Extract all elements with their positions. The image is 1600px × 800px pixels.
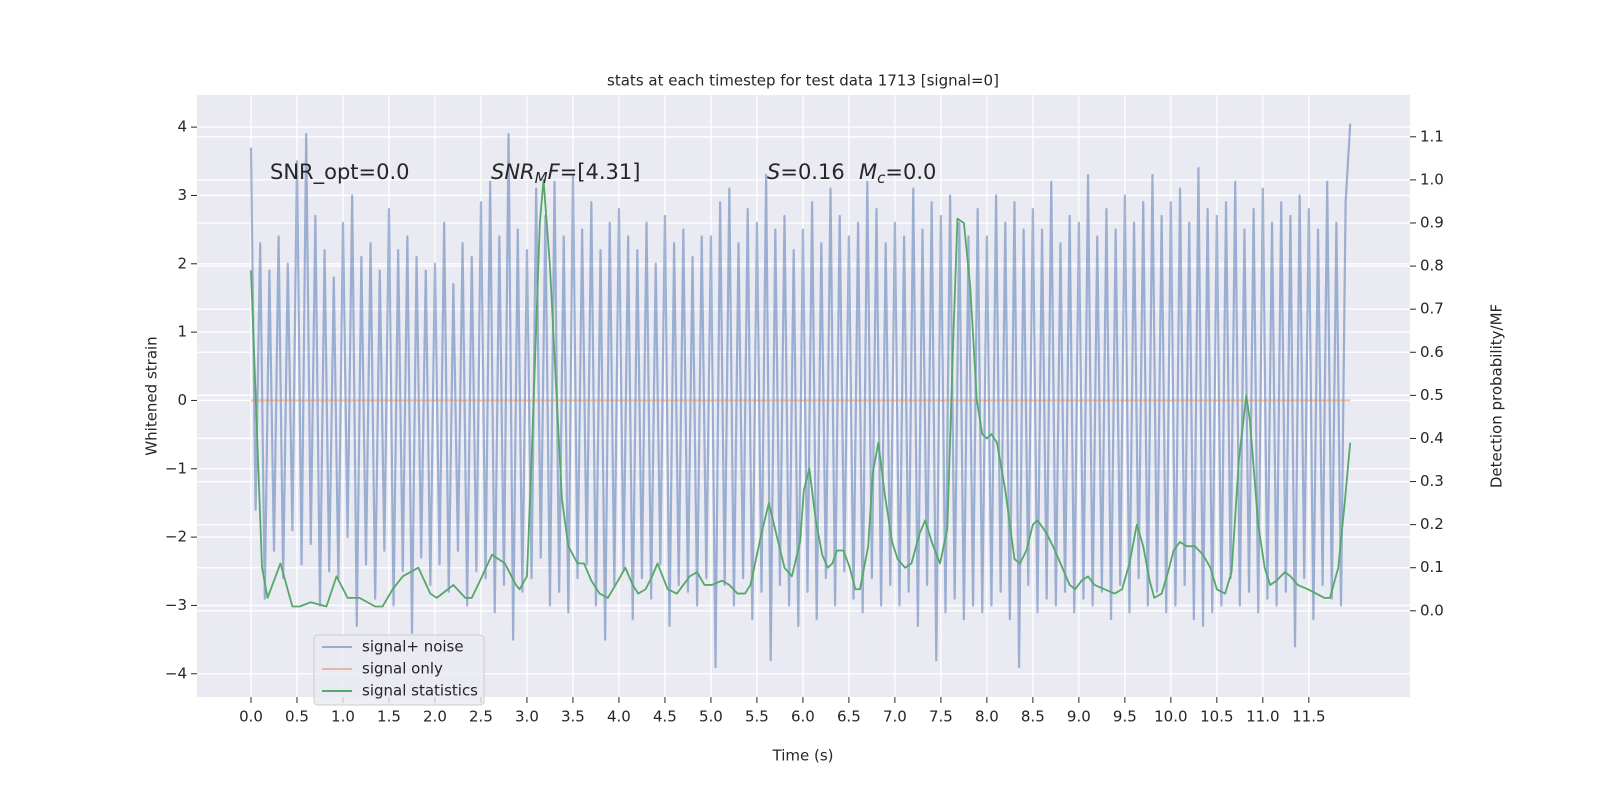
x-tick-label: 2.5 (469, 708, 493, 726)
x-tick-label: 8.0 (975, 708, 999, 726)
y2-tick-label: 0.9 (1420, 213, 1444, 231)
y2-tick-label: 1.0 (1420, 170, 1444, 188)
y2-tick-label: 1.1 (1420, 127, 1444, 145)
x-tick-label: 1.5 (377, 708, 401, 726)
y-tick-label: 3 (177, 186, 187, 204)
chart-title: stats at each timestep for test data 171… (607, 72, 999, 90)
annotation-part: SNR_opt=0.0 (270, 160, 410, 185)
y-tick-label: −2 (165, 528, 187, 546)
series-line (250, 178, 1352, 608)
y2-tick-label: 0.2 (1420, 515, 1444, 533)
x-tick-label: 7.5 (929, 708, 953, 726)
annotation: Mc=0.0 (859, 160, 936, 187)
y-tick-label: 4 (177, 118, 187, 136)
x-tick-label: 0.5 (285, 708, 309, 726)
annotation-part: F (548, 160, 561, 184)
annotation-part: =0.0 (885, 160, 936, 184)
annotation-part: =0.16 (780, 160, 844, 184)
series-line (249, 123, 1352, 669)
x-tick-label: 8.5 (1021, 708, 1045, 726)
x-tick-label: 2.0 (423, 708, 447, 726)
x-tick-label: 1.0 (331, 708, 355, 726)
x-tick-label: 6.5 (837, 708, 861, 726)
x-tick-label: 6.0 (791, 708, 815, 726)
y2-tick-label: 0.5 (1420, 386, 1444, 404)
y-tick-label: 0 (177, 391, 187, 409)
x-tick-label: 5.0 (699, 708, 723, 726)
y2-tick-label: 0.1 (1420, 558, 1444, 576)
y2-tick-label: 0.3 (1420, 472, 1444, 490)
annotation: SNRMF=[4.31] (491, 160, 640, 187)
annotation: S=0.16 (767, 160, 845, 184)
y2-tick-label: 0.8 (1420, 257, 1444, 275)
legend-label: signal statistics (362, 682, 478, 700)
y-tick-label: −3 (165, 596, 187, 614)
legend-label: signal only (362, 660, 443, 678)
annotation: SNR_opt=0.0 (270, 160, 410, 185)
x-tick-label: 9.5 (1113, 708, 1137, 726)
annotation-part: =[4.31] (560, 160, 641, 184)
x-tick-label: 0.0 (239, 708, 263, 726)
x-axis-label: Time (s) (772, 747, 834, 765)
x-tick-label: 3.0 (515, 708, 539, 726)
legend-label: signal+ noise (362, 638, 464, 656)
x-tick-label: 10.5 (1200, 708, 1233, 726)
annotation-part: S (767, 160, 780, 184)
annotation-part: M (859, 160, 877, 184)
x-tick-label: 9.0 (1067, 708, 1091, 726)
y2-tick-label: 0.4 (1420, 429, 1444, 447)
y-tick-label: 2 (177, 254, 187, 272)
y2-tick-label: 0.0 (1420, 601, 1444, 619)
y-tick-label: −1 (165, 459, 187, 477)
x-tick-label: 7.0 (883, 708, 907, 726)
y2-axis-label: Detection probability/MF (1488, 304, 1506, 488)
y-tick-label: −4 (165, 664, 187, 682)
y2-tick-label: 0.7 (1420, 300, 1444, 318)
annotation-part: c (877, 169, 886, 187)
y-axis-label: Whitened strain (143, 336, 161, 455)
x-tick-label: 4.0 (607, 708, 631, 726)
x-tick-label: 11.0 (1246, 708, 1279, 726)
x-tick-label: 11.5 (1292, 708, 1325, 726)
x-tick-label: 5.5 (745, 708, 769, 726)
x-tick-label: 3.5 (561, 708, 585, 726)
x-tick-label: 10.0 (1154, 708, 1187, 726)
legend-box (313, 634, 485, 706)
x-tick-label: 4.5 (653, 708, 677, 726)
annotation-part: M (535, 169, 548, 187)
annotation-part: SNR (491, 160, 535, 184)
y-tick-label: 1 (177, 323, 187, 341)
y2-tick-label: 0.6 (1420, 343, 1444, 361)
